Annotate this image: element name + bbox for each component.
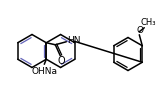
Text: O: O (57, 56, 65, 66)
Text: O: O (136, 26, 143, 35)
Text: CH₃: CH₃ (140, 18, 156, 27)
Text: OHNa: OHNa (31, 67, 57, 76)
Text: HN: HN (67, 36, 81, 45)
